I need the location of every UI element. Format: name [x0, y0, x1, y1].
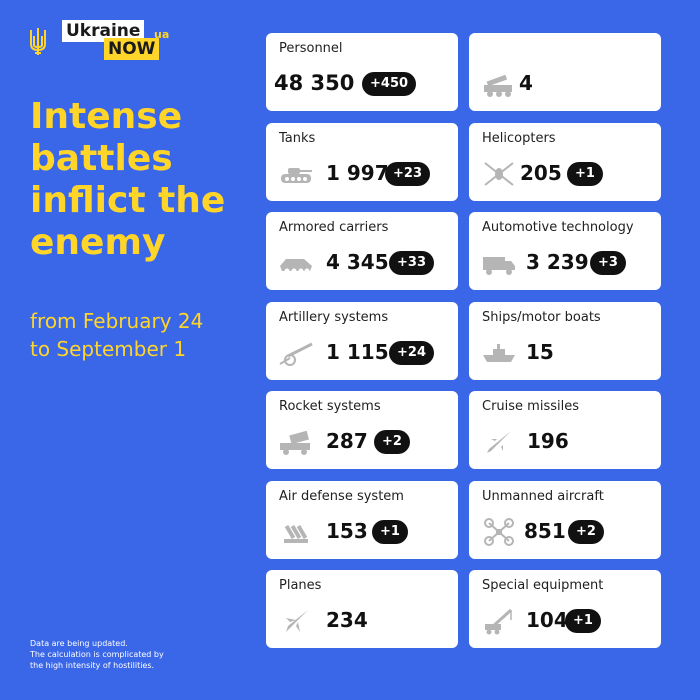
- card-value: 4 345: [326, 250, 389, 274]
- tank-icon: [281, 168, 312, 183]
- stat-card-unmanned-aircraft: Unmanned aircraft 851 +2: [469, 481, 661, 559]
- headline: Intense battles inflict the enemy: [30, 96, 270, 264]
- logo-suffix-ua: ua: [154, 28, 170, 41]
- date-range: from February 24 to September 1: [30, 307, 260, 363]
- logo-word-ukraine: Ukraine: [62, 20, 145, 42]
- headline-line-1: Intense: [30, 96, 183, 137]
- card-value: 287: [326, 429, 368, 453]
- card-title: Helicopters: [482, 131, 556, 146]
- card-title: Unmanned aircraft: [482, 489, 604, 504]
- air-defense-icon: [284, 524, 308, 543]
- card-title: Artillery systems: [279, 310, 389, 325]
- drone-icon: [484, 518, 514, 546]
- cruise-missile-icon: [487, 431, 511, 453]
- headline-line-2: battles: [30, 138, 173, 179]
- card-delta-badge: +1: [372, 520, 408, 544]
- card-value: 1 997: [326, 161, 389, 185]
- card-delta-badge: +1: [567, 162, 603, 186]
- card-title: Ships/motor boats: [482, 310, 601, 325]
- note-line-2: The calculation is complicated by: [30, 650, 164, 659]
- stat-card-rocket-systems: Rocket systems 287 +2: [266, 391, 458, 469]
- card-delta-badge: +2: [568, 520, 604, 544]
- stat-card-artillery-systems: Artillery systems 1 115 +24: [266, 302, 458, 380]
- stat-card-planes: Planes 234: [266, 570, 458, 648]
- card-value: 205: [520, 161, 562, 185]
- card-delta-badge: +1: [565, 609, 601, 633]
- plane-icon: [286, 610, 308, 632]
- ukraine-now-logo: Ukraine NOW ua: [62, 20, 182, 60]
- card-value: 3 239: [526, 250, 589, 274]
- card-value: 48 350: [274, 71, 355, 95]
- truck-icon: [483, 257, 515, 275]
- stat-card-armored-carriers: Armored carriers 4 345 +33: [266, 212, 458, 290]
- card-value: 153: [326, 519, 368, 543]
- data-note: Data are being updated. The calculation …: [30, 638, 230, 671]
- card-title: Personnel: [279, 41, 343, 56]
- stat-card-tanks: Tanks 1 997 +23: [266, 123, 458, 201]
- stat-card-personnel: Personnel 48 350 +450: [266, 33, 458, 111]
- card-title: Tanks: [279, 131, 316, 146]
- card-delta-badge: +2: [374, 430, 410, 454]
- note-line-3: the high intensity of hostilities.: [30, 661, 155, 670]
- card-delta-badge: +33: [389, 251, 434, 275]
- card-title: Cruise missiles: [482, 399, 579, 414]
- card-value: 15: [526, 340, 554, 364]
- card-delta-badge: +24: [389, 341, 434, 365]
- card-title: Planes: [279, 578, 322, 593]
- card-value: 196: [527, 429, 569, 453]
- card-title: Automotive technology: [482, 220, 634, 235]
- card-delta-badge: +450: [362, 72, 417, 96]
- headline-line-3: inflict the: [30, 180, 226, 221]
- logo-word-now: NOW: [104, 38, 160, 60]
- stat-card-iskanders: 4: [469, 33, 661, 111]
- card-title: Rocket systems: [279, 399, 381, 414]
- date-range-start: from February 24: [30, 309, 204, 333]
- note-line-1: Data are being updated.: [30, 639, 128, 648]
- card-value: 1 115: [326, 340, 389, 364]
- helicopter-icon: [484, 162, 514, 186]
- stat-card-ships-motor-boats: Ships/motor boats 15: [469, 302, 661, 380]
- card-delta-badge: +23: [385, 162, 430, 186]
- card-title: Air defense system: [279, 489, 404, 504]
- stat-card-helicopters: Helicopters 205 +1: [469, 123, 661, 201]
- card-value: 104: [526, 608, 568, 632]
- stat-card-special-equipment: Special equipment 104 +1: [469, 570, 661, 648]
- card-delta-badge: +3: [590, 251, 626, 275]
- date-range-end: to September 1: [30, 337, 187, 361]
- crane-icon: [485, 608, 513, 635]
- stat-card-automotive-technology: Automotive technology 3 239 +3: [469, 212, 661, 290]
- trident-icon: [30, 28, 46, 55]
- missile-launcher-icon: [484, 74, 512, 97]
- headline-line-4: enemy: [30, 222, 166, 263]
- rocket-launcher-icon: [280, 430, 310, 455]
- armored-carrier-icon: [280, 259, 312, 274]
- card-title: Armored carriers: [279, 220, 389, 235]
- stat-card-cruise-missiles: Cruise missiles 196: [469, 391, 661, 469]
- ship-icon: [483, 344, 515, 362]
- card-value: 851: [524, 519, 566, 543]
- card-value: 234: [326, 608, 368, 632]
- card-title: Special equipment: [482, 578, 604, 593]
- artillery-icon: [279, 342, 313, 366]
- card-value: 4: [519, 71, 533, 95]
- stat-card-air-defense-system: Air defense system 153 +1: [266, 481, 458, 559]
